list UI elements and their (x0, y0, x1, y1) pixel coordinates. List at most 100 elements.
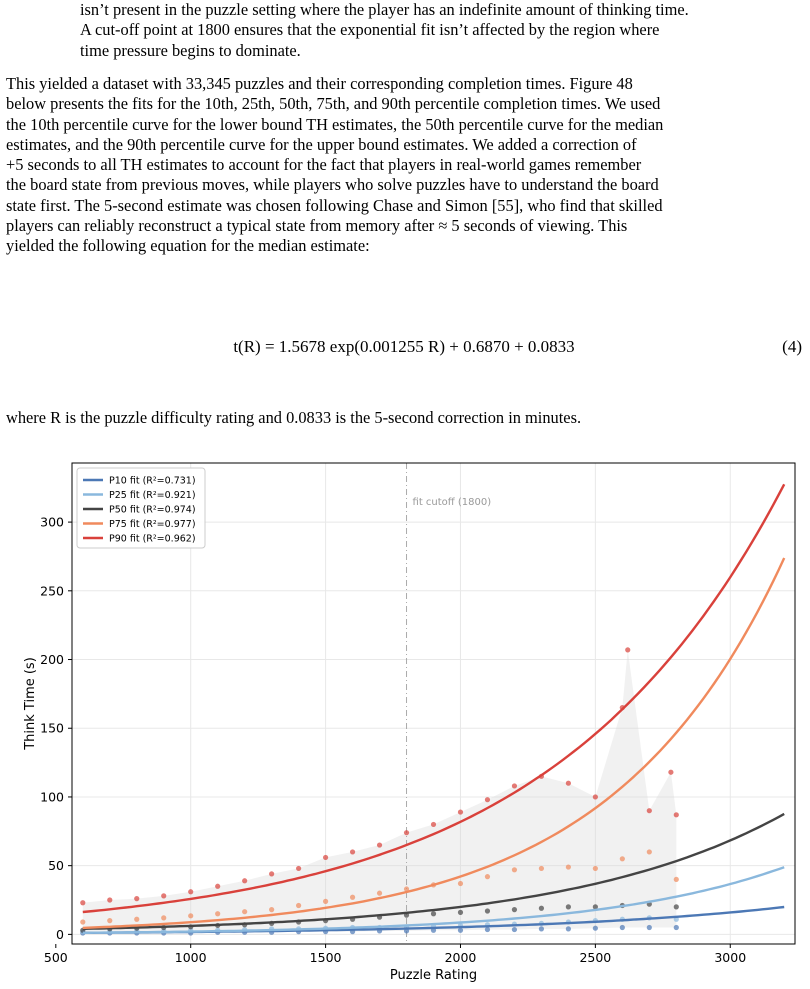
data-point (188, 889, 194, 895)
legend-label: P50 fit (R²=0.974) (109, 505, 196, 516)
data-point (484, 926, 491, 933)
data-point (592, 865, 598, 872)
legend-label: P10 fit (R²=0.731) (109, 476, 196, 487)
data-point (484, 908, 491, 914)
data-point (322, 854, 329, 861)
x-axis-label: Puzzle Rating (390, 968, 477, 983)
legend-frame (76, 467, 206, 549)
data-point (134, 916, 140, 922)
text-line: isn’t present in the puzzle setting wher… (80, 0, 689, 19)
where-line: where R is the puzzle difficulty rating … (6, 408, 802, 428)
data-point (296, 865, 302, 872)
data-point (511, 867, 518, 873)
data-point (161, 893, 167, 899)
text-line: state first. The 5-second estimate was c… (6, 195, 663, 215)
data-point (161, 915, 167, 921)
data-point (565, 864, 571, 870)
data-point (349, 894, 356, 900)
y-tick-label: 100 (40, 789, 64, 804)
x-tick-label: 1000 (175, 950, 207, 965)
data-point (484, 874, 491, 880)
data-point (592, 904, 598, 910)
data-point (484, 797, 491, 803)
data-point (538, 905, 545, 911)
data-point (376, 842, 383, 848)
data-point (457, 927, 464, 933)
x-tick-label: 2000 (445, 950, 477, 965)
data-point (322, 898, 329, 904)
data-point (673, 812, 679, 818)
y-tick-label: 0 (56, 927, 64, 942)
y-axis-label: Think Time (s) (23, 657, 38, 751)
text-line: +5 seconds to all TH estimates to accoun… (6, 155, 642, 175)
fit-line-2 (82, 866, 785, 934)
data-point (242, 878, 248, 884)
data-point (296, 902, 302, 909)
data-point (349, 849, 356, 855)
equation-number: (4) (782, 337, 802, 356)
data-point (215, 911, 221, 917)
data-point (565, 926, 571, 932)
y-tick-label: 300 (40, 515, 64, 530)
data-point (80, 919, 86, 925)
percentile-band (82, 649, 677, 934)
data-point (511, 926, 518, 933)
equation: t(R) = 1.5678 exp(0.001255 R) + 0.6870 +… (233, 337, 575, 356)
y-tick-label: 200 (40, 652, 64, 667)
data-point (538, 926, 545, 932)
y-tick-label: 50 (48, 858, 64, 873)
data-point (619, 924, 625, 931)
x-tick-label: 1500 (310, 950, 342, 965)
fit-line-5 (82, 483, 786, 914)
think-time-chart: fit cutoff (1800)500 1000 1500 2000 2500 3000… (23, 462, 796, 983)
data-point (646, 808, 652, 814)
legend-label: P25 fit (R²=0.921) (109, 490, 196, 501)
x-tick-label: 3000 (714, 950, 746, 965)
method-paragraph: This yielded a dataset with 33,345 puzzl… (6, 74, 802, 257)
data-point (430, 911, 437, 917)
text-line: where R is the puzzle difficulty rating … (6, 408, 582, 427)
text-line: estimates, and the 90th percentile curve… (6, 134, 637, 154)
data-point (107, 918, 113, 924)
data-point (565, 780, 571, 786)
data-point (646, 849, 652, 855)
data-point (269, 871, 275, 877)
text-line: below presents the fits for the 10th, 25… (6, 94, 661, 114)
data-point (673, 876, 679, 883)
text-line: This yielded a dataset with 33,345 puzzl… (6, 74, 633, 93)
data-point (668, 769, 674, 775)
text-line: players can reliably reconstruct a typic… (6, 216, 628, 236)
intro-paragraph: isn’t present in the puzzle setting wher… (80, 0, 802, 61)
data-point (511, 907, 518, 913)
data-point (565, 904, 571, 910)
data-point (457, 809, 464, 815)
legend-label: P90 fit (R²=0.962) (109, 534, 196, 545)
data-point (242, 909, 248, 915)
data-point (673, 924, 679, 931)
data-point (457, 880, 464, 887)
x-tick-label: 500 (44, 950, 68, 965)
data-point (403, 886, 410, 892)
legend: P10 fit (R²=0.731) P25 fit (R²=0.921) P50 … (76, 467, 206, 549)
think-time-figure: fit cutoff (1800) 500 1000 1500 2000 2500 3000… (0, 453, 810, 989)
data-point (134, 896, 140, 902)
data-point (538, 865, 545, 872)
data-point (376, 890, 383, 896)
data-point (592, 925, 598, 931)
fit-line-4 (82, 557, 786, 930)
data-point (511, 783, 518, 789)
data-point (430, 821, 437, 828)
data-point (619, 856, 625, 862)
plot-frame (71, 462, 796, 945)
data-point (215, 883, 221, 889)
data-point (80, 900, 86, 906)
cutoff-label: fit cutoff (1800) (413, 497, 492, 508)
text-line: A cut-off point at 1800 ensures that the… (80, 20, 660, 40)
data-point (269, 907, 275, 913)
x-tick-label: 2500 (579, 950, 611, 965)
series-points-4 (80, 849, 679, 925)
text-line: the board state from previous moves, whi… (6, 175, 659, 195)
legend-label: P75 fit (R²=0.977) (109, 519, 196, 530)
y-tick-label: 150 (40, 721, 64, 736)
fit-line-3 (82, 812, 785, 931)
